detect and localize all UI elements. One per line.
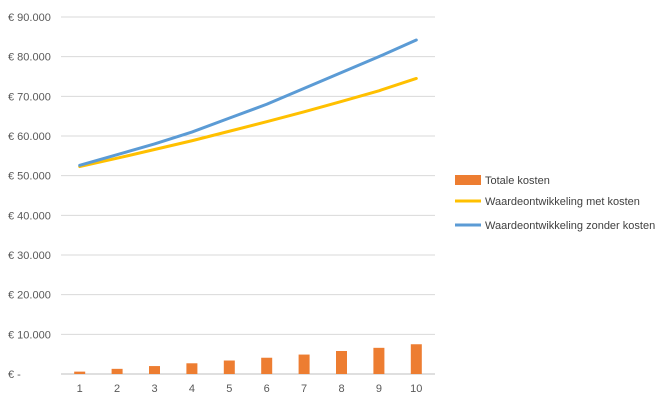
x-axis-labels: 1 2 3 4 5 6 7 8 9 10 xyxy=(77,383,423,395)
line-met-kosten xyxy=(78,76,418,169)
bar-totale-kosten xyxy=(336,350,347,374)
bar-totale-kosten xyxy=(111,368,123,374)
bar-totale-kosten xyxy=(410,344,422,374)
legend-label: Waardeontwikkeling zonder kosten xyxy=(485,220,655,232)
bar-series xyxy=(74,344,422,374)
y-tick-label: € 20.000 xyxy=(8,290,51,302)
y-tick-label: € 80.000 xyxy=(8,52,51,64)
x-tick-label: 2 xyxy=(114,383,120,395)
legend: Totale kosten Waardeontwikkeling met kost… xyxy=(455,175,655,232)
legend-swatch xyxy=(455,175,481,185)
bar-totale-kosten xyxy=(74,371,86,374)
line-series xyxy=(78,38,418,169)
y-tick-label: € 30.000 xyxy=(8,250,51,262)
x-tick-label: 6 xyxy=(264,383,270,395)
bar-totale-kosten xyxy=(261,357,273,374)
y-tick-label: € 40.000 xyxy=(8,210,51,222)
bar-totale-kosten xyxy=(298,354,310,374)
line-zonder-kosten xyxy=(78,38,418,167)
x-tick-label: 4 xyxy=(189,383,195,395)
y-tick-label: € 70.000 xyxy=(8,91,51,103)
bar-totale-kosten xyxy=(186,363,198,374)
bar-totale-kosten xyxy=(149,366,160,374)
bar-totale-kosten xyxy=(223,360,235,374)
y-axis-labels: € - € 10.000 € 20.000 € 30.000 € 40.000 € 50.… xyxy=(8,12,51,381)
x-tick-label: 5 xyxy=(226,383,232,395)
y-tick-label: € 60.000 xyxy=(8,131,51,143)
y-tick-label: € 10.000 xyxy=(8,329,51,341)
bar-totale-kosten xyxy=(373,347,385,374)
x-tick-label: 7 xyxy=(301,383,307,395)
gridlines xyxy=(61,16,435,375)
y-tick-label: € 50.000 xyxy=(8,171,51,183)
x-tick-label: 3 xyxy=(151,383,157,395)
y-tick-label: € 90.000 xyxy=(8,12,51,24)
legend-label: Totale kosten xyxy=(485,175,550,187)
x-tick-label: 1 xyxy=(77,383,83,395)
x-tick-label: 10 xyxy=(410,383,422,395)
y-tick-label: € - xyxy=(8,369,21,381)
x-tick-label: 9 xyxy=(376,383,382,395)
legend-label: Waardeontwikkeling met kosten xyxy=(485,196,640,208)
x-tick-label: 8 xyxy=(338,383,344,395)
